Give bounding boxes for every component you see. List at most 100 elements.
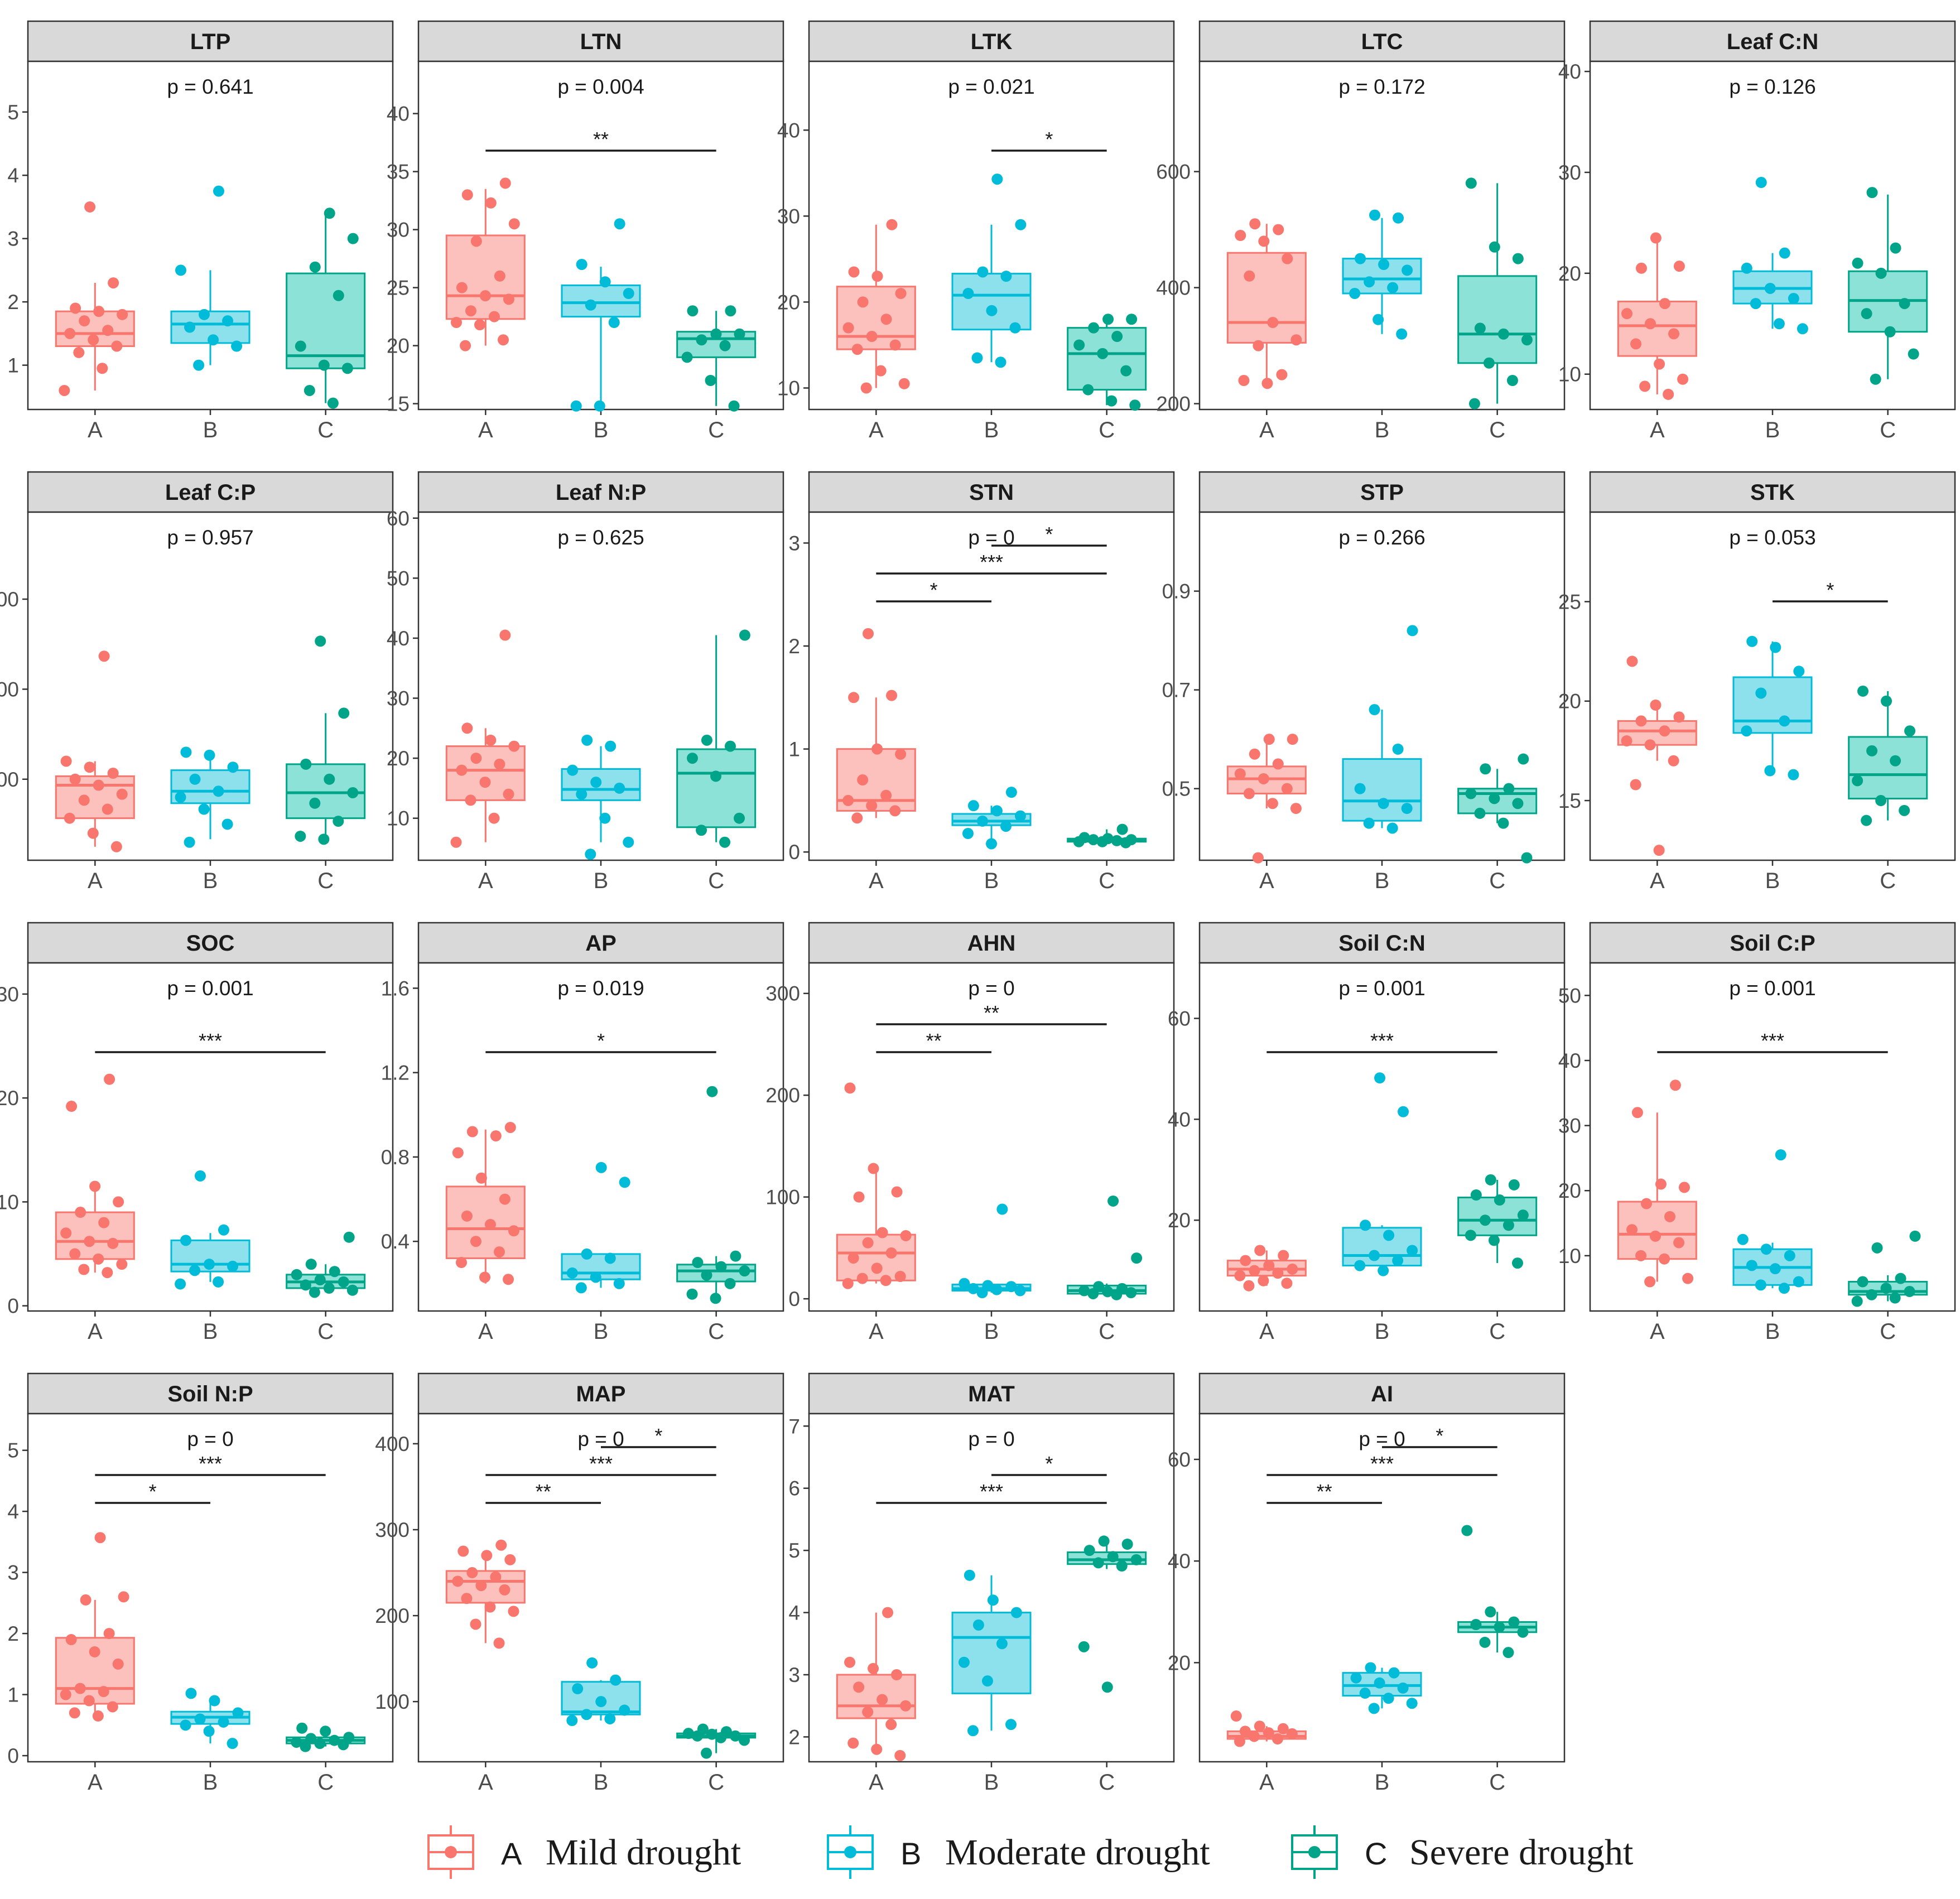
data-point-c [1479,1636,1491,1648]
data-point-b [1788,769,1799,780]
data-point-b [586,1657,598,1669]
y-tick-label: 300 [375,1519,410,1541]
data-point-b [227,1738,238,1749]
plot-area [1589,60,1956,411]
y-tick-label: 40 [777,119,800,142]
data-point-b [1383,1693,1394,1704]
legend-key-point [844,1846,856,1858]
data-point-c [329,1734,340,1746]
data-point-a [84,1236,95,1247]
data-point-c [1474,807,1486,819]
data-point-b [213,785,224,797]
data-point-a [1650,232,1662,244]
p-value-label: p = 0.001 [167,977,253,1000]
data-point-b [1009,322,1021,334]
data-point-c [338,707,350,719]
data-point-c [1485,1606,1496,1618]
x-tick-label: A [478,418,493,442]
y-tick-label: 20 [1558,690,1581,713]
data-point-b [1014,810,1026,822]
y-tick-label: 10 [387,807,410,830]
data-point-a [857,774,869,785]
data-point-c [1497,328,1509,340]
data-point-c [1506,375,1518,386]
data-point-c [1881,695,1892,707]
data-point-c [300,758,312,770]
data-point-c [1503,783,1515,794]
data-point-a [455,1257,467,1269]
data-point-c [1078,1285,1090,1296]
data-point-b [1755,177,1767,189]
x-tick-label: A [1259,1770,1274,1795]
data-point-a [1239,1726,1251,1737]
y-tick-label: 0 [7,1744,19,1767]
panel-title: Leaf N:P [556,480,646,505]
data-point-a [508,1606,519,1617]
data-point-c [1871,1242,1883,1254]
data-point-a [894,1270,906,1282]
data-point-a [1258,773,1269,784]
data-point-c [706,1086,718,1097]
data-point-c [343,1732,355,1743]
panel-title: LTP [190,30,231,54]
data-point-a [844,1656,856,1668]
data-point-b [1365,1662,1376,1674]
data-point-a [504,1554,516,1565]
box-c [1457,183,1538,404]
data-point-c [296,1722,308,1734]
data-point-a [1252,852,1264,864]
data-point-b [1369,1250,1380,1261]
y-tick-label: 4 [788,1602,800,1625]
data-point-b [566,1715,578,1727]
data-point-c [1889,1292,1901,1304]
box-iqr [1617,1201,1697,1260]
significance-stars: *** [1370,1452,1394,1475]
data-point-b [1378,1265,1389,1276]
y-tick-label: 20 [777,291,800,314]
data-point-b [198,803,210,815]
data-point-b [996,1638,1008,1650]
data-point-c [739,629,750,641]
y-tick-label: 50 [1558,984,1581,1007]
data-point-c [309,1286,320,1298]
y-tick-label: 0.7 [1162,679,1191,702]
data-point-c [1866,1289,1877,1300]
panel-title: LTK [971,30,1013,54]
data-point-c [1101,1681,1113,1693]
data-point-a [900,1700,912,1712]
y-tick-label: 0 [7,1295,19,1318]
data-point-b [184,836,195,848]
data-point-c [1857,685,1869,697]
data-point-c [1102,1286,1114,1298]
data-point-a [1290,334,1302,346]
box-iqr [1848,736,1928,799]
data-point-b [610,1674,622,1686]
data-point-c [1875,267,1887,279]
data-point-a [485,197,497,209]
data-point-a [1272,1733,1283,1745]
y-tick-label: 1.6 [381,977,410,1000]
data-point-a [470,753,482,764]
data-point-c [314,1738,326,1749]
panel-title: Soil C:N [1338,931,1426,956]
x-tick-label: A [478,1319,493,1344]
x-tick-label: C [708,418,724,442]
data-point-c [1502,1220,1514,1231]
y-tick-label: 600 [1156,161,1191,184]
data-point-b [1746,635,1758,647]
y-tick-label: 10 [777,377,800,399]
data-point-b [959,1278,970,1289]
data-point-a [103,1628,115,1640]
data-point-b [1378,798,1389,809]
legend-item-a: A Mild drought [427,1825,741,1879]
data-point-b [199,309,210,320]
data-point-a [1282,253,1293,264]
data-point-c [724,1278,736,1289]
strip-header [808,922,1175,964]
data-point-c [1078,1641,1090,1652]
data-point-b [991,173,1003,185]
